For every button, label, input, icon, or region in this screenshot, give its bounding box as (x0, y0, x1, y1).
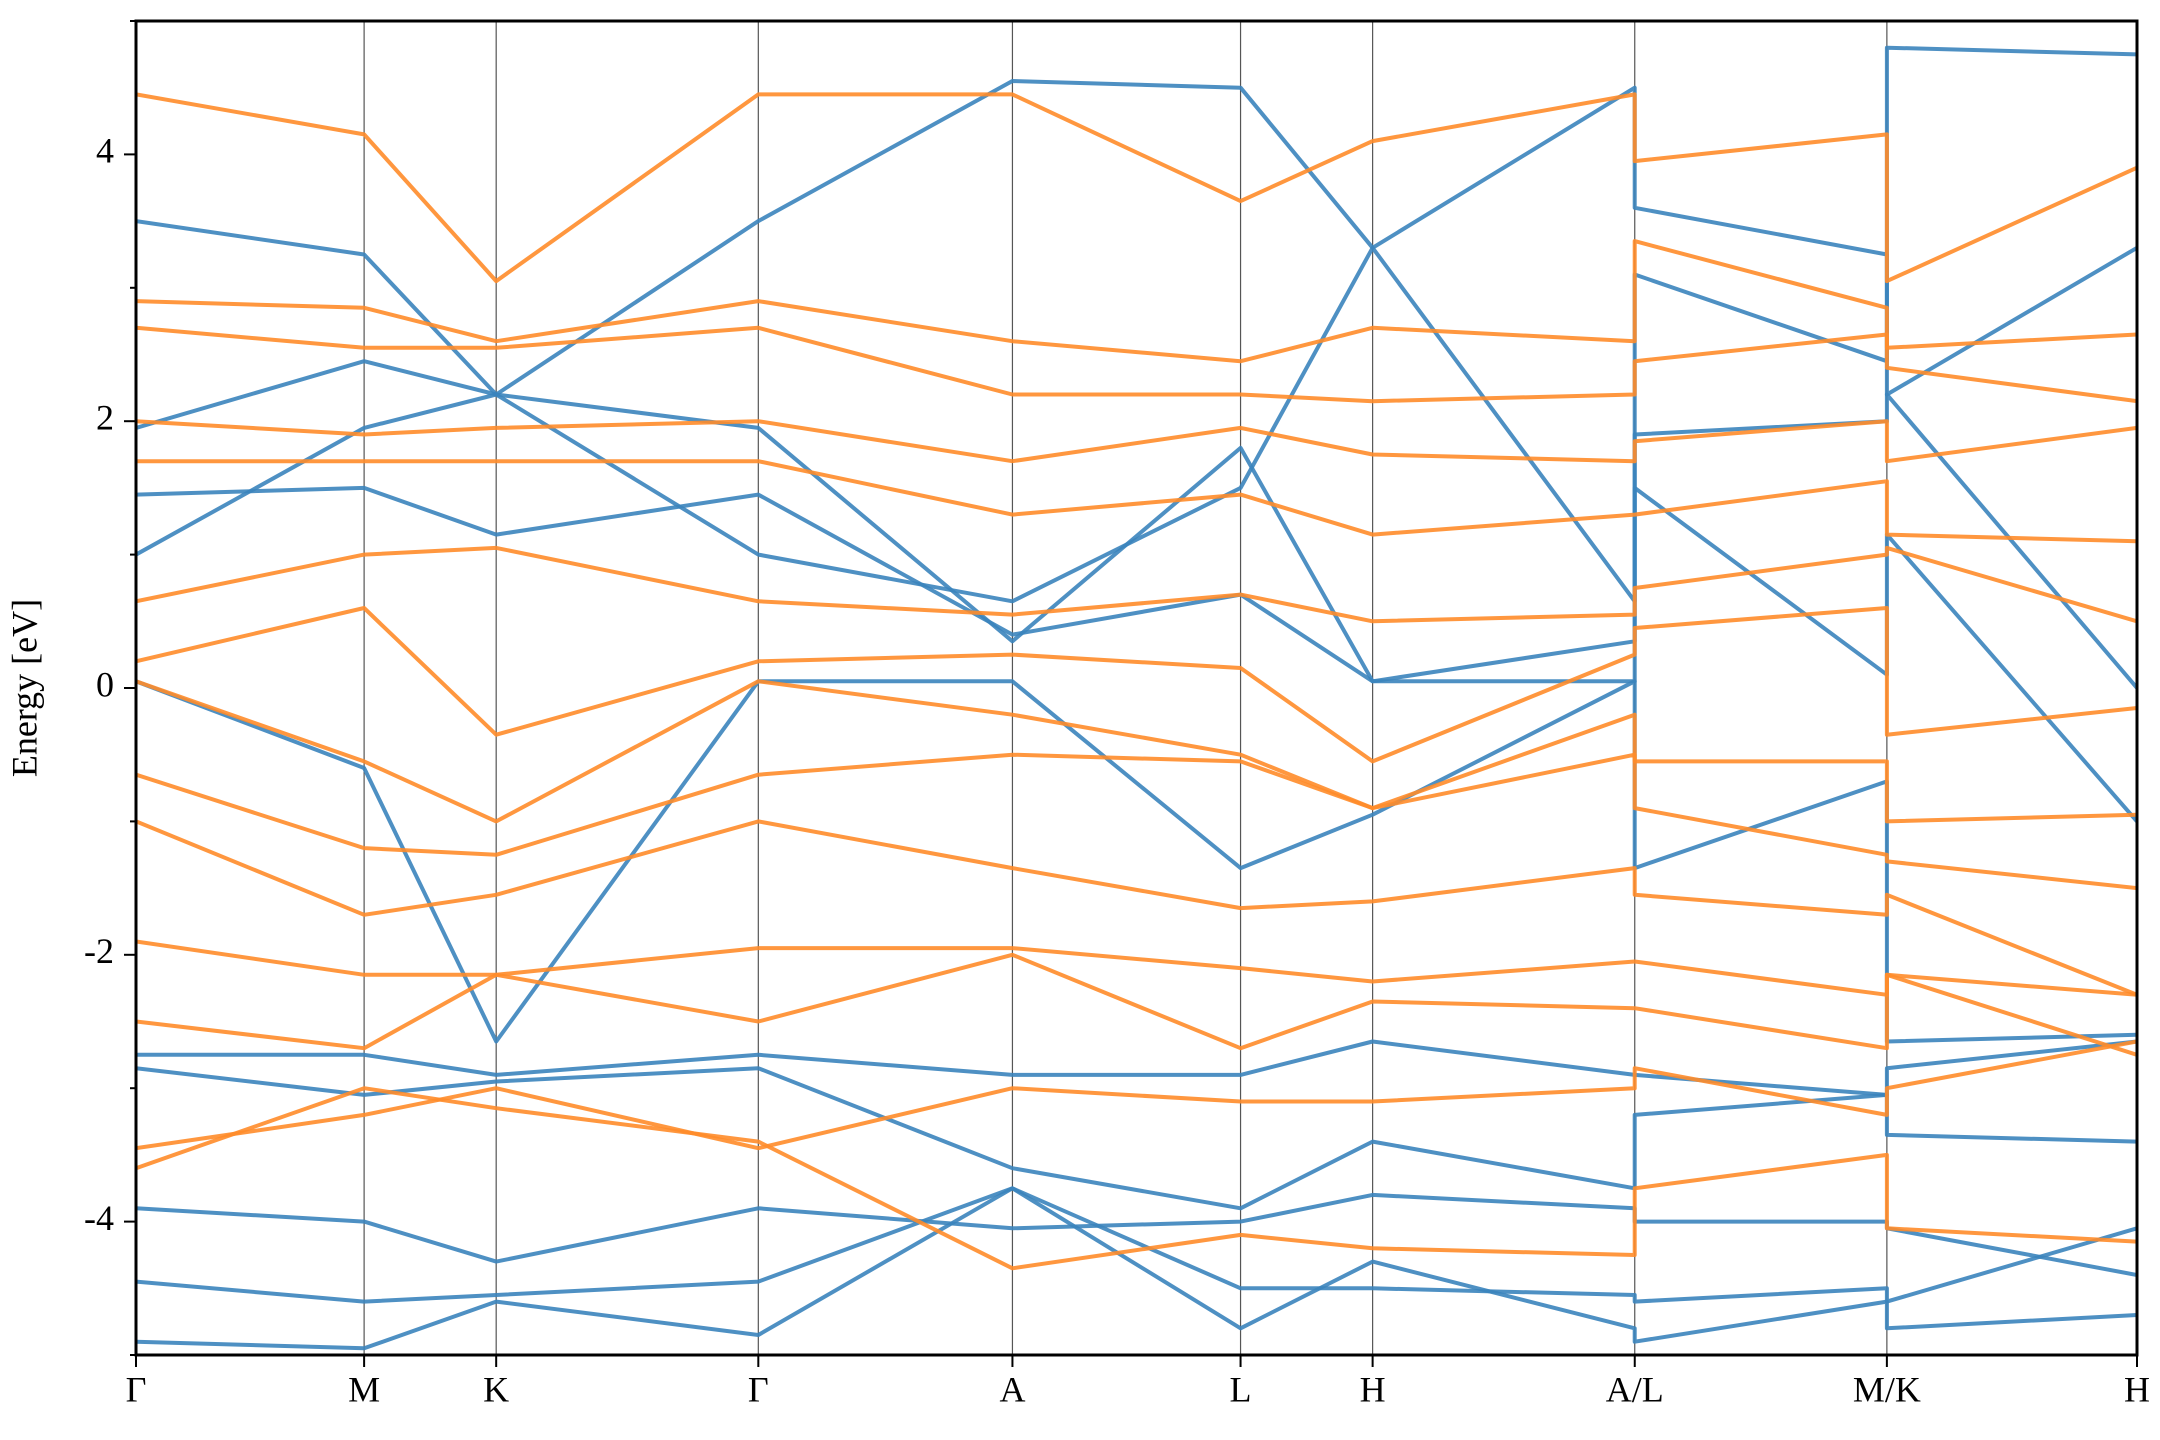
band-line (136, 459, 2137, 544)
band-line (136, 392, 2137, 690)
band-line (136, 419, 2137, 464)
x-tick-label: H (1360, 1369, 1386, 1409)
band-line (136, 1186, 2137, 1304)
x-tick-label: K (483, 1369, 509, 1409)
y-axis-label: Energy [eV] (4, 599, 44, 777)
band-line (136, 606, 2137, 764)
band-line (136, 239, 2137, 364)
bands (136, 45, 2137, 1351)
band-line (136, 92, 2137, 284)
band-line (136, 1186, 2137, 1351)
grid (135, 21, 2138, 1355)
band-line (136, 939, 2137, 997)
band-line (136, 679, 2137, 824)
plot-frame (134, 19, 2139, 1357)
band-line (136, 1039, 2137, 1151)
axes: -4 -2 0 2 4 Γ M K Γ A L H A/L M/K H (84, 20, 2150, 1409)
y-tick-label: -4 (84, 1198, 114, 1238)
x-tick-label: L (1230, 1369, 1252, 1409)
x-tick-label: M/K (1853, 1369, 1921, 1409)
band-line (136, 752, 2137, 891)
x-tick-label: Γ (126, 1369, 147, 1409)
y-tick-label: 2 (96, 397, 114, 437)
band-line (136, 1086, 2137, 1271)
band-line (136, 325, 2137, 404)
x-tick-label: A/L (1606, 1369, 1664, 1409)
y-tick-label: 4 (96, 131, 114, 171)
y-tick-label: 0 (96, 664, 114, 704)
band-line (136, 679, 2137, 1044)
x-tick-label: M (348, 1369, 380, 1409)
band-line (136, 1039, 2137, 1097)
band-line (136, 819, 2137, 997)
band-line (136, 545, 2137, 624)
x-tick-label: A (999, 1369, 1025, 1409)
y-tick-label: -2 (84, 931, 114, 971)
band-line (136, 952, 2137, 1057)
x-tick-label: H (2124, 1369, 2150, 1409)
x-tick-label: Γ (748, 1369, 769, 1409)
